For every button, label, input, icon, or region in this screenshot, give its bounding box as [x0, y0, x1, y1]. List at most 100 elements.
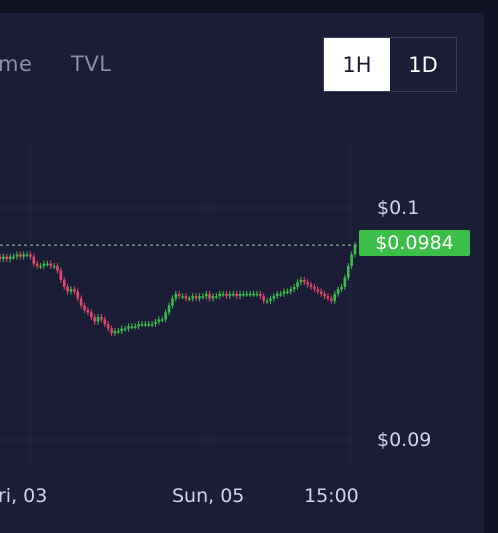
- interval-toggle: 1H 1D: [323, 37, 457, 92]
- candle-up: [22, 254, 25, 257]
- candle-up: [130, 326, 134, 328]
- candle-up: [46, 263, 49, 266]
- time-axis-label: 15:00: [304, 485, 359, 507]
- candle-up: [25, 254, 29, 256]
- candle-up: [265, 300, 269, 303]
- candle-up: [191, 296, 195, 299]
- candle-up: [188, 298, 191, 300]
- candle-up: [279, 293, 282, 296]
- tab-tvl[interactable]: TVL: [71, 52, 112, 76]
- candle-up: [144, 324, 147, 326]
- time-axis-label: ri, 03: [0, 485, 48, 507]
- candle-up: [8, 256, 12, 260]
- candles-group: [0, 242, 357, 337]
- candle-down: [326, 296, 330, 299]
- price-chart[interactable]: [0, 0, 498, 520]
- candle-up: [123, 328, 127, 331]
- candle-up: [174, 293, 178, 299]
- candle-up: [117, 330, 120, 333]
- candle-up: [286, 291, 289, 294]
- candle-down: [18, 254, 22, 257]
- candle-down: [208, 293, 211, 299]
- candle-up: [353, 245, 357, 255]
- candle-down: [59, 270, 63, 280]
- candle-up: [296, 282, 299, 287]
- current-price-badge: $0.0984: [359, 230, 470, 256]
- candle-up: [245, 293, 249, 296]
- price-axis-tick-top: $0.1: [377, 197, 420, 219]
- candle-up: [292, 286, 296, 290]
- candle-up: [171, 298, 174, 306]
- candle-up: [350, 254, 353, 266]
- candle-down: [194, 296, 198, 299]
- candle-up: [346, 266, 350, 278]
- candle-up: [127, 326, 130, 329]
- candle-up: [147, 324, 151, 326]
- candle-up: [289, 289, 293, 292]
- candle-up: [272, 296, 276, 299]
- candle-down: [73, 289, 76, 292]
- candle-up: [201, 296, 205, 298]
- candle-up: [2, 256, 5, 260]
- candle-up: [137, 324, 140, 327]
- candle-down: [323, 293, 326, 297]
- candle-down: [89, 312, 93, 318]
- candle-down: [262, 296, 266, 301]
- candle-down: [66, 286, 69, 292]
- candle-up: [120, 328, 124, 331]
- tab-volume[interactable]: me: [0, 52, 33, 76]
- candle-up: [204, 293, 208, 297]
- candle-down: [225, 293, 228, 297]
- candle-up: [336, 289, 340, 294]
- candle-down: [259, 293, 262, 297]
- interval-1h-button[interactable]: 1H: [324, 38, 390, 91]
- candle-down: [330, 298, 333, 301]
- candle-up: [96, 317, 100, 322]
- candle-down: [313, 286, 316, 290]
- candle-up: [255, 293, 259, 296]
- candle-up: [248, 293, 252, 296]
- candle-down: [29, 254, 32, 257]
- candle-down: [309, 284, 313, 287]
- candle-down: [62, 279, 66, 287]
- candle-up: [221, 293, 225, 296]
- candle-down: [56, 266, 59, 271]
- time-axis-label: Sun, 05: [172, 485, 245, 507]
- candle-down: [106, 324, 110, 329]
- candle-down: [319, 291, 323, 294]
- candle-down: [110, 328, 113, 334]
- candle-up: [113, 330, 117, 334]
- candle-down: [103, 319, 107, 324]
- candle-up: [150, 324, 154, 326]
- candle-up: [42, 263, 46, 266]
- candle-up: [340, 286, 343, 290]
- candle-down: [32, 256, 36, 264]
- candle-up: [269, 298, 272, 301]
- candle-down: [177, 293, 181, 297]
- candle-up: [242, 293, 245, 296]
- candle-up: [211, 296, 215, 299]
- candle-down: [93, 317, 96, 322]
- candle-up: [157, 319, 161, 322]
- candle-down: [35, 263, 39, 266]
- candle-down: [306, 282, 309, 285]
- candle-down: [0, 256, 2, 260]
- candle-down: [5, 256, 9, 260]
- price-axis-tick-bottom: $0.09: [377, 429, 432, 451]
- candle-up: [252, 293, 255, 296]
- candle-up: [343, 277, 347, 287]
- candle-down: [76, 291, 80, 299]
- candle-up: [69, 289, 73, 292]
- candle-down: [83, 305, 86, 311]
- candle-up: [218, 293, 222, 297]
- candle-up: [215, 296, 218, 298]
- chart-panel: [0, 13, 484, 533]
- candle-up: [167, 305, 171, 313]
- candle-up: [198, 296, 201, 299]
- candle-down: [49, 263, 53, 266]
- candle-up: [15, 254, 19, 257]
- candle-down: [79, 298, 83, 306]
- interval-1d-button[interactable]: 1D: [408, 52, 438, 77]
- candle-up: [160, 319, 164, 321]
- candle-up: [140, 324, 144, 326]
